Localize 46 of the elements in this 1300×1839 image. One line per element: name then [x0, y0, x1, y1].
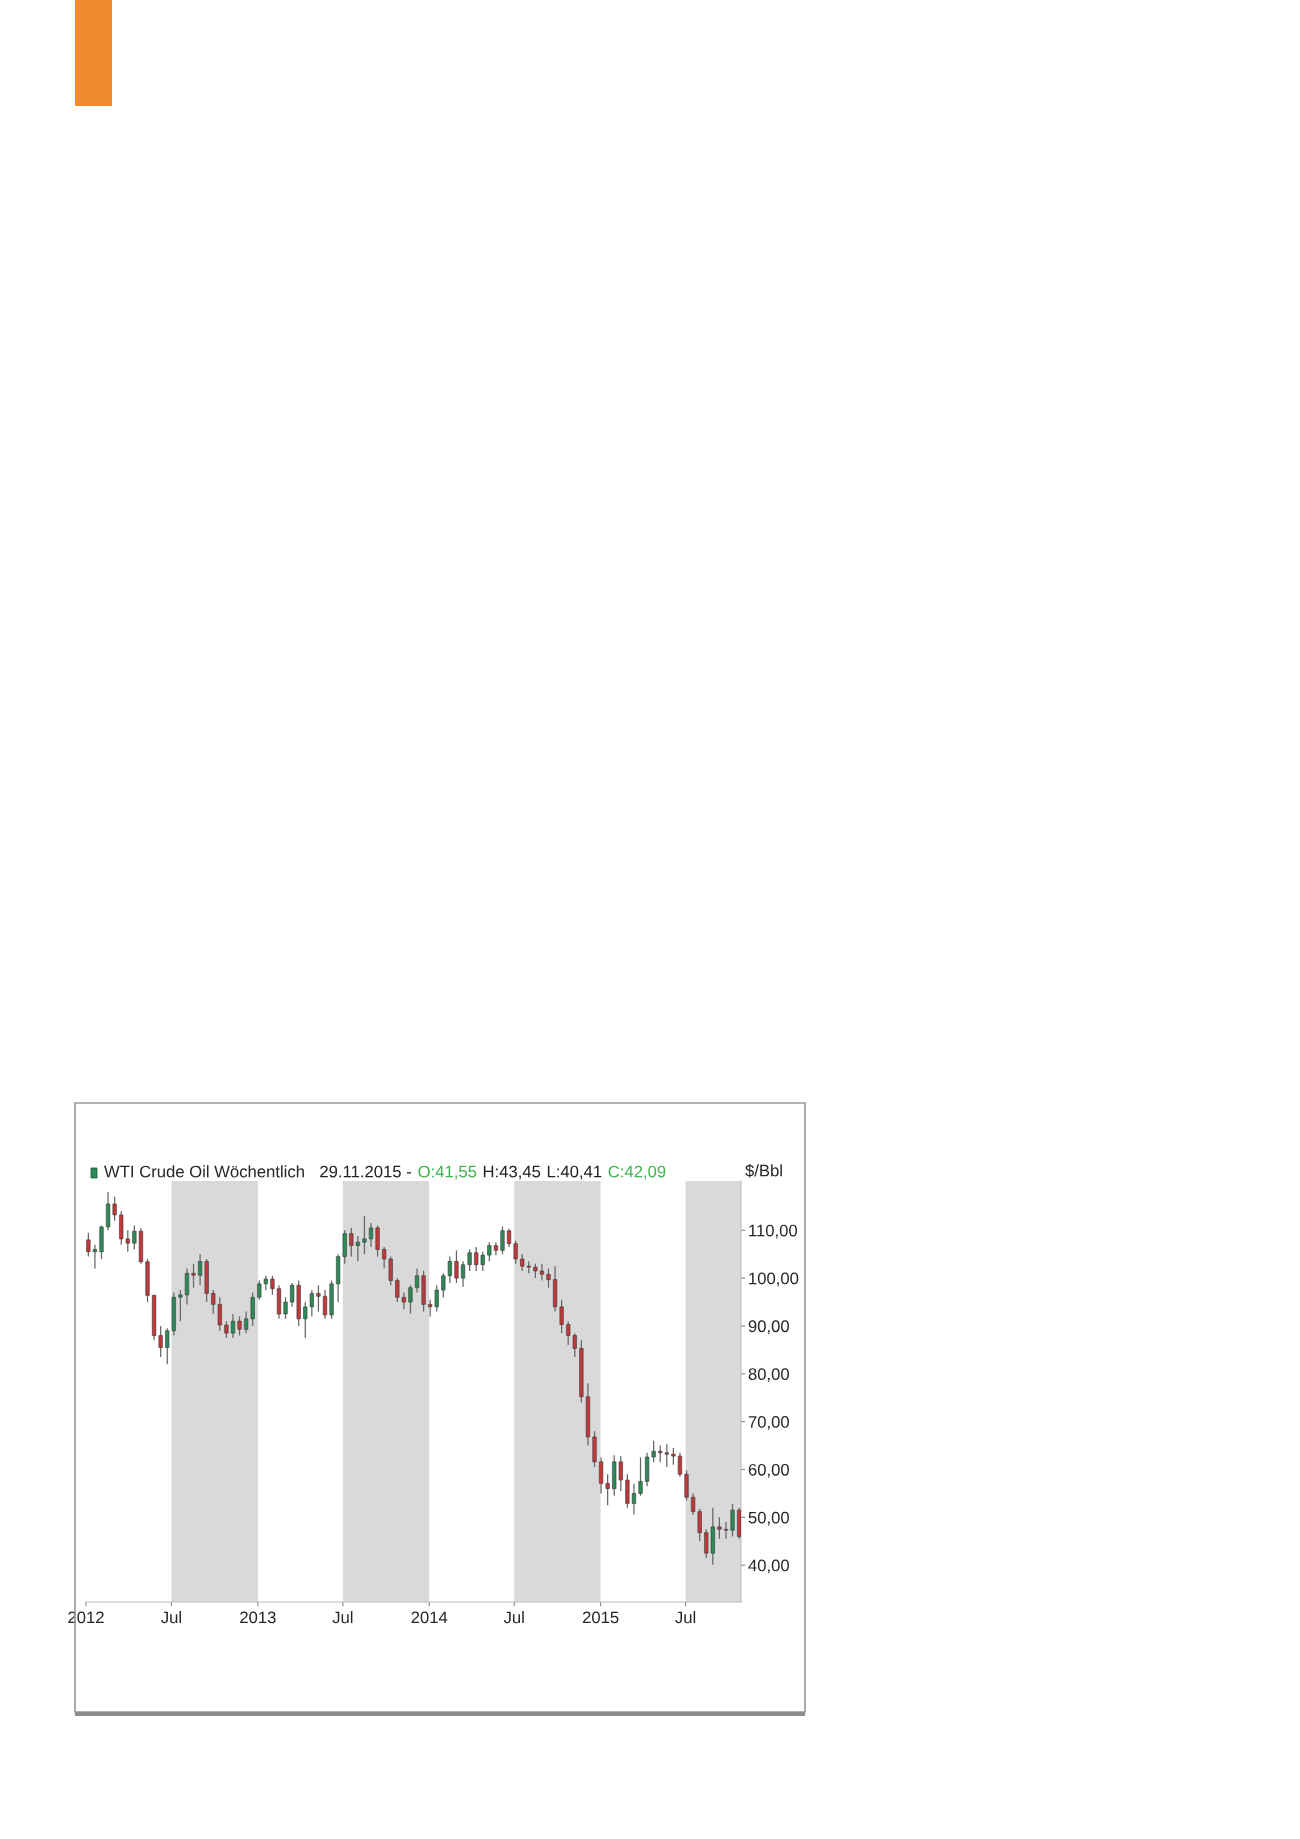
- text: C:42,09: [608, 1165, 666, 1180]
- candlestick: [322, 1289, 328, 1320]
- candlestick: [454, 1249, 459, 1284]
- candlestick: [677, 1452, 683, 1478]
- x-tick-label: 2015: [582, 1611, 619, 1624]
- candlestick: [191, 1263, 196, 1289]
- x-tick-label: 2013: [240, 1611, 276, 1624]
- candlestick: [237, 1315, 242, 1337]
- candlestick: [368, 1222, 374, 1248]
- candlestick: [408, 1284, 413, 1315]
- x-tick-label: Jul: [161, 1611, 181, 1624]
- candlestick: [684, 1469, 689, 1502]
- x-tick-label: Jul: [503, 1611, 524, 1624]
- y-tick-label: 80,00: [748, 1368, 789, 1382]
- candlestick: [467, 1248, 472, 1272]
- text: L:40,41: [547, 1165, 602, 1180]
- candlestick: [375, 1224, 380, 1258]
- x-tick-label: 2014: [411, 1611, 448, 1624]
- y-tick-label: 110,00: [749, 1224, 798, 1239]
- y-tick-label: 50,00: [748, 1511, 789, 1526]
- candlestick: [638, 1456, 643, 1497]
- candlestick: [270, 1275, 275, 1296]
- candlestick: [717, 1516, 722, 1540]
- candlestick: [460, 1260, 466, 1288]
- chart-title: WTI Crude Oil Wöchentlich: [104, 1165, 304, 1178]
- y-tick-label: 60,00: [748, 1463, 789, 1478]
- x-tick-label: Jul: [332, 1611, 353, 1624]
- x-tick-label: Jul: [675, 1611, 696, 1624]
- y-tick-label: 40,00: [748, 1559, 789, 1574]
- candlestick: [316, 1284, 321, 1313]
- x-tick-label: 2012: [68, 1611, 104, 1624]
- text: 29.11.2015 -: [320, 1165, 411, 1178]
- candlestick: [230, 1313, 236, 1339]
- candlestick: [500, 1225, 505, 1255]
- y-axis-title: $/Bbl: [745, 1163, 782, 1178]
- candlestick: [362, 1215, 367, 1255]
- y-tick-label: 90,00: [748, 1320, 789, 1335]
- text: O:41,55: [418, 1165, 477, 1180]
- candlestick: [414, 1267, 420, 1294]
- candlestick: [283, 1296, 288, 1320]
- candlestick: [730, 1503, 735, 1538]
- candlestick: [546, 1267, 551, 1289]
- candlestick: [723, 1521, 729, 1540]
- text: H:43,45: [483, 1165, 541, 1180]
- y-tick-label: 100,00: [749, 1272, 799, 1287]
- y-tick-label: 70,00: [748, 1416, 789, 1430]
